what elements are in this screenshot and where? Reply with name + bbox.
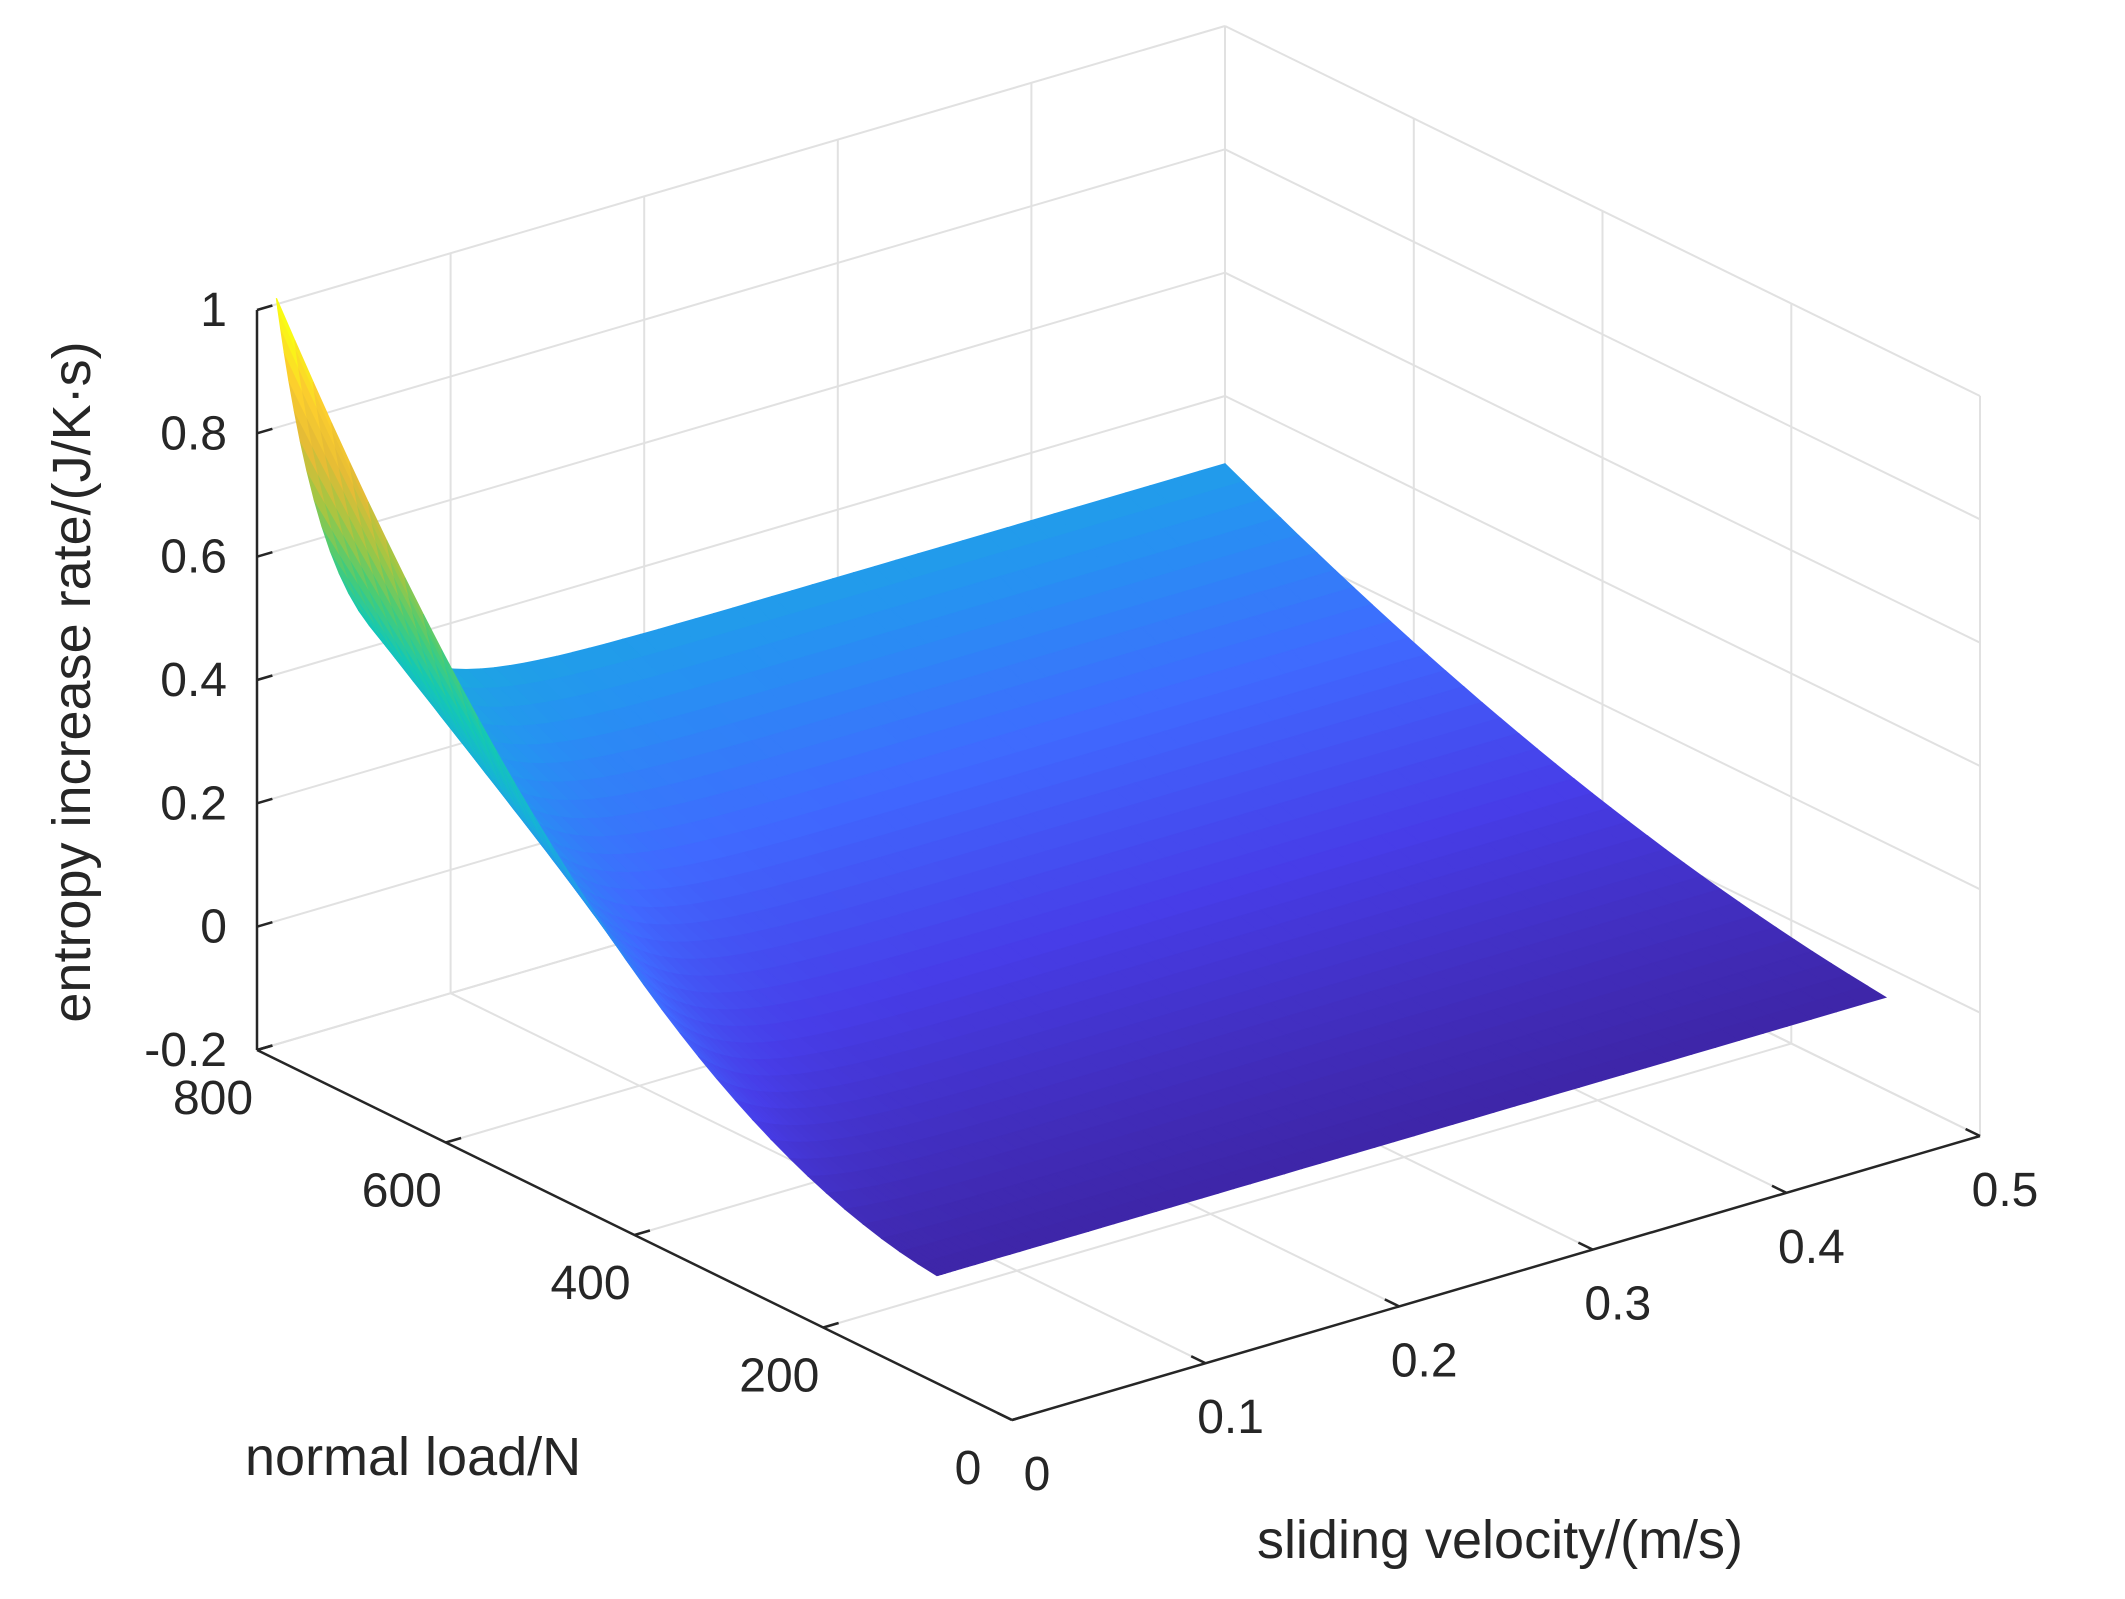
grid-line-z-side	[1224, 148, 1981, 521]
y-tick-mark	[634, 1229, 651, 1237]
grid-line-y-floor	[823, 1042, 1792, 1329]
y-tick-mark	[445, 1136, 462, 1144]
z-tick-label: 1	[200, 284, 227, 337]
y-axis-title: normal load/N	[245, 1427, 581, 1487]
x-tick-mark	[1384, 1298, 1400, 1308]
z-tick-label: 0.6	[160, 531, 227, 584]
z-tick-mark	[256, 674, 273, 682]
z-tick-mark	[256, 427, 273, 435]
x-tick-label: 0	[1024, 1448, 1051, 1501]
tick-labels: 0 0.1 0.2 0.3 0.4 0.5 0 200 400 600 800-0.2 0 0.2 0.4…	[144, 284, 2038, 1501]
z-tick-label: 0.2	[160, 777, 227, 830]
x-tick-mark	[1577, 1241, 1594, 1251]
x-axis-title: sliding velocity/(m/s)	[1257, 1510, 1743, 1570]
grid-line-z-side	[1224, 518, 1981, 891]
x-tick-mark	[997, 1411, 1013, 1422]
z-tick-mark	[256, 551, 273, 558]
x-tick-label: 0.2	[1391, 1334, 1458, 1387]
z-tick-label: 0.4	[160, 654, 227, 707]
z-tick-label: -0.2	[144, 1024, 227, 1077]
y-tick-mark	[822, 1321, 839, 1329]
z-tick-mark	[256, 1044, 273, 1052]
grid-line-z-back	[256, 25, 1226, 311]
x-tick-label: 0.3	[1584, 1278, 1651, 1331]
x-tick-label: 0.1	[1197, 1391, 1264, 1444]
y-tick-label: 0	[955, 1442, 982, 1495]
grid-line-z-side	[1224, 25, 1981, 397]
z-tick-mark	[256, 304, 273, 312]
x-tick-mark	[1771, 1184, 1787, 1194]
x-tick-mark	[1965, 1127, 1981, 1138]
y-tick-label: 400	[550, 1257, 630, 1310]
surface-patch	[917, 1263, 940, 1277]
y-tick-mark	[1011, 1414, 1028, 1422]
x-tick-label: 0.4	[1778, 1221, 1845, 1274]
x-axis-line	[1011, 1134, 1981, 1422]
z-tick-mark	[256, 797, 273, 805]
y-tick-label: 800	[173, 1072, 253, 1125]
z-axis-title: entropy increase rate/(J/K·s)	[42, 341, 102, 1022]
grid-line-z-side	[1224, 395, 1981, 767]
surface	[275, 297, 1888, 1277]
x-tick-mark	[1190, 1355, 1207, 1365]
x-tick-label: 0.5	[1972, 1164, 2039, 1217]
axes	[255, 304, 1981, 1422]
y-tick-label: 600	[362, 1165, 442, 1218]
z-tick-mark	[256, 921, 273, 928]
grid-line-z-side	[1224, 271, 1981, 644]
z-tick-label: 0	[200, 901, 227, 954]
grid-line-z-back	[256, 271, 1226, 558]
grid-line-z-back	[256, 148, 1226, 435]
z-tick-label: 0.8	[160, 407, 227, 460]
y-tick-label: 200	[739, 1350, 819, 1403]
